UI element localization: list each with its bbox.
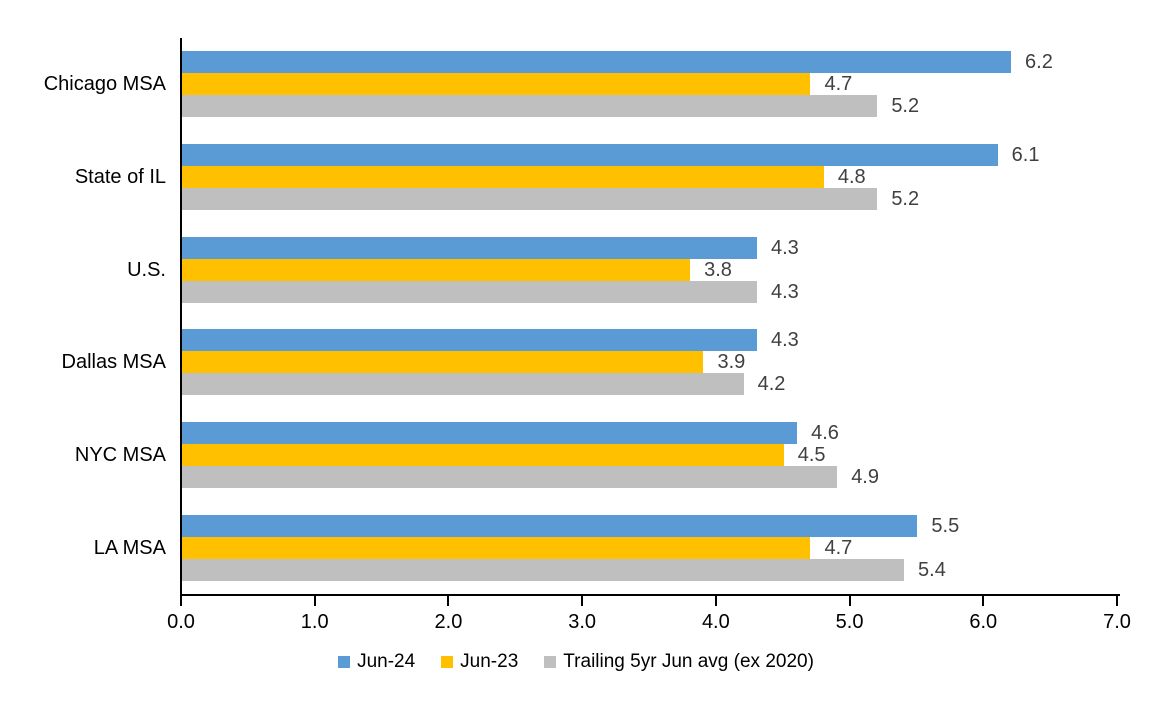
category-label: State of IL xyxy=(74,166,166,188)
legend-item: Jun-24 xyxy=(338,651,415,673)
bar-trailing-5yr-jun-avg-ex-2020- xyxy=(182,466,838,488)
x-axis-tick-label: 4.0 xyxy=(701,611,730,633)
legend-label: Trailing 5yr Jun avg (ex 2020) xyxy=(563,651,814,672)
x-axis-tick-label: 1.0 xyxy=(300,611,329,633)
bar-jun-24 xyxy=(182,422,798,444)
category-label: LA MSA xyxy=(93,536,166,559)
bar-value-label: 4.8 xyxy=(837,166,866,188)
legend-label: Jun-23 xyxy=(460,651,519,672)
x-axis-tick-mark xyxy=(581,596,584,606)
bar-value-label: 6.1 xyxy=(1011,144,1040,166)
x-axis-tick-mark xyxy=(447,596,450,606)
x-axis-line xyxy=(180,594,1120,596)
bar-value-label: 4.6 xyxy=(811,422,839,444)
legend-item: Jun-23 xyxy=(441,651,518,673)
bar-trailing-5yr-jun-avg-ex-2020- xyxy=(182,558,905,581)
x-axis-tick-mark xyxy=(982,596,985,606)
bar-jun-24 xyxy=(182,514,918,537)
bar-value-label: 3.9 xyxy=(717,351,746,374)
legend-swatch-icon xyxy=(338,656,351,668)
bar-jun-23 xyxy=(182,166,824,188)
x-axis-tick-mark xyxy=(180,596,182,606)
chart-legend: Jun-24 Jun-23 Trailing 5yr Jun avg (ex 202… xyxy=(0,651,1152,673)
x-axis-tick-mark xyxy=(1116,596,1118,606)
bar-value-label: 4.9 xyxy=(851,466,879,488)
legend-item: Trailing 5yr Jun avg (ex 2020) xyxy=(544,651,814,673)
bar-trailing-5yr-jun-avg-ex-2020- xyxy=(182,373,744,396)
bar-jun-24 xyxy=(182,51,1012,74)
legend-swatch-icon xyxy=(544,656,557,668)
bar-value-label: 5.2 xyxy=(891,95,920,118)
x-axis-tick-label: 2.0 xyxy=(434,611,463,633)
bar-value-label: 4.3 xyxy=(770,329,799,352)
x-axis-tick-mark xyxy=(714,596,717,606)
bar-trailing-5yr-jun-avg-ex-2020- xyxy=(182,280,757,303)
x-axis-tick-mark xyxy=(848,596,851,606)
bar-jun-23 xyxy=(182,73,811,96)
bar-jun-23 xyxy=(182,351,704,374)
category-label: Chicago MSA xyxy=(43,73,166,96)
bar-value-label: 4.3 xyxy=(770,280,799,303)
category-label: NYC MSA xyxy=(74,444,166,466)
x-axis-tick-label: 6.0 xyxy=(969,611,998,633)
bar-trailing-5yr-jun-avg-ex-2020- xyxy=(182,188,878,210)
y-axis-line xyxy=(180,38,182,606)
x-axis-tick-label: 0.0 xyxy=(167,611,195,633)
bar-value-label: 3.8 xyxy=(704,258,732,281)
bar-value-label: 4.2 xyxy=(757,373,786,396)
bar-value-label: 5.2 xyxy=(891,188,920,210)
bar-value-label: 4.7 xyxy=(824,73,853,96)
bar-value-label: 5.5 xyxy=(931,514,960,537)
bar-trailing-5yr-jun-avg-ex-2020- xyxy=(182,95,878,118)
bar-value-label: 5.4 xyxy=(918,558,946,581)
bar-jun-24 xyxy=(182,329,757,352)
bar-jun-23 xyxy=(182,444,784,466)
x-axis-tick-label: 7.0 xyxy=(1103,611,1131,633)
category-label: U.S. xyxy=(127,258,166,281)
bar-jun-24 xyxy=(182,144,998,166)
x-axis-tick-label: 3.0 xyxy=(568,611,597,633)
x-axis-tick-mark xyxy=(313,596,316,606)
bar-jun-24 xyxy=(182,236,757,259)
bar-value-label: 4.3 xyxy=(770,236,799,259)
x-axis-tick-label: 5.0 xyxy=(835,611,864,633)
bar-value-label: 6.2 xyxy=(1025,51,1053,74)
category-label: Dallas MSA xyxy=(61,351,166,374)
legend-label: Jun-24 xyxy=(357,651,416,672)
bar-jun-23 xyxy=(182,536,811,559)
bar-value-label: 4.5 xyxy=(797,444,826,466)
bar-jun-23 xyxy=(182,258,691,281)
legend-swatch-icon xyxy=(441,656,454,668)
bar-value-label: 4.7 xyxy=(824,536,853,559)
